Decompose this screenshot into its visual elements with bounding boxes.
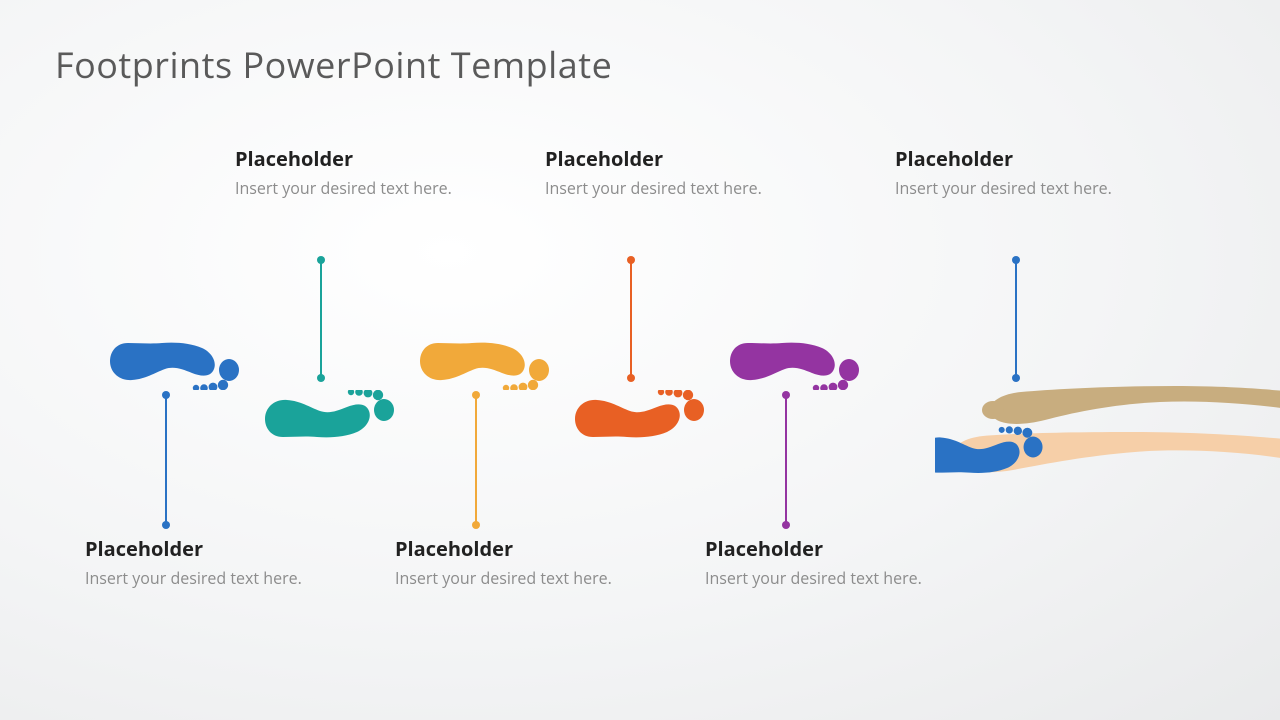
callout-step-3: Placeholder Insert your desired text her… xyxy=(395,535,615,590)
callout-body-step-5: Insert your desired text here. xyxy=(705,568,925,590)
callout-body-step-3: Insert your desired text here. xyxy=(395,568,615,590)
callout-step-2: Placeholder Insert your desired text her… xyxy=(235,145,455,200)
connector-step-3 xyxy=(475,395,477,525)
callout-title-step-5: Placeholder xyxy=(705,535,925,562)
callout-title-step-3: Placeholder xyxy=(395,535,615,562)
connector-step-5 xyxy=(785,395,787,525)
callout-step-4: Placeholder Insert your desired text her… xyxy=(545,145,765,200)
footprint-step-2 xyxy=(265,390,395,460)
callout-title-step-6: Placeholder xyxy=(895,145,1115,172)
connector-step-2 xyxy=(320,260,322,378)
callout-body-step-2: Insert your desired text here. xyxy=(235,178,455,200)
connector-step-1 xyxy=(165,395,167,525)
callout-step-6: Placeholder Insert your desired text her… xyxy=(895,145,1115,200)
callout-body-step-1: Insert your desired text here. xyxy=(85,568,305,590)
footprint-step-3 xyxy=(420,325,550,395)
connector-step-4 xyxy=(630,260,632,378)
callout-body-step-4: Insert your desired text here. xyxy=(545,178,765,200)
callout-body-step-6: Insert your desired text here. xyxy=(895,178,1115,200)
footprint-step-5 xyxy=(730,325,860,395)
footprint-step-1 xyxy=(110,325,240,395)
callout-step-1: Placeholder Insert your desired text her… xyxy=(85,535,305,590)
callout-title-step-1: Placeholder xyxy=(85,535,305,562)
footprint-step-4 xyxy=(575,390,705,460)
callout-title-step-2: Placeholder xyxy=(235,145,455,172)
diagram-stage: Placeholder Insert your desired text her… xyxy=(0,0,1280,720)
callout-title-step-4: Placeholder xyxy=(545,145,765,172)
callout-step-5: Placeholder Insert your desired text her… xyxy=(705,535,925,590)
